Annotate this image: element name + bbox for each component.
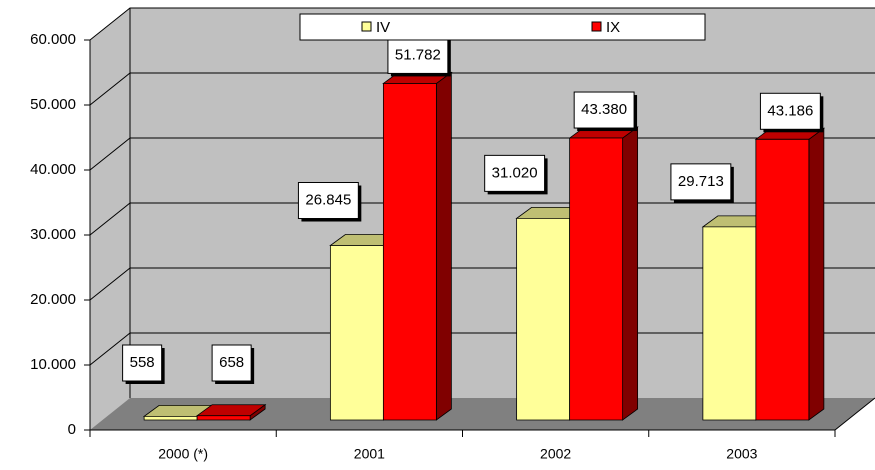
bar-front [516, 217, 571, 421]
value-label: 29.713 [678, 173, 724, 190]
value-label-box [211, 344, 252, 382]
bar [754, 127, 826, 421]
bar-side [622, 126, 639, 421]
y-tick-label: 20.000 [30, 291, 76, 308]
legend-swatch [591, 21, 602, 32]
bar-front [382, 83, 437, 421]
value-label-box [122, 344, 163, 382]
value-label-box [387, 36, 449, 74]
x-tick-label: 2003 [726, 446, 757, 462]
value-label-box [573, 91, 635, 129]
x-tick-label: 2001 [354, 446, 385, 462]
bar-front [755, 138, 810, 421]
bar-side [435, 71, 452, 421]
bar [195, 403, 267, 421]
value-label-box [670, 163, 732, 201]
value-label: 31.020 [492, 164, 538, 181]
bar-side [808, 127, 825, 421]
y-tick-label: 10.000 [30, 356, 76, 373]
value-label: 26.845 [305, 191, 351, 208]
bar-front [702, 226, 757, 421]
value-label: 558 [130, 354, 155, 371]
bar [568, 126, 639, 421]
floor-edge [834, 397, 875, 431]
y-tick-label: 60.000 [30, 31, 76, 48]
y-tick-label: 40.000 [30, 161, 76, 178]
bar-front [196, 415, 251, 421]
bar-front [143, 415, 198, 421]
legend-label: IV [376, 19, 390, 36]
value-label-box [759, 92, 821, 130]
value-label: 51.782 [395, 46, 441, 63]
legend-swatch [361, 21, 372, 32]
legend-label: IX [606, 19, 620, 36]
value-label: 43.380 [581, 101, 627, 118]
x-tick-label: 2000 (*) [158, 446, 208, 462]
value-label-box [484, 154, 546, 192]
floor [90, 398, 875, 430]
y-tick-label: 0 [68, 421, 76, 438]
value-label-box [297, 182, 359, 220]
bar [382, 71, 453, 421]
y-tick-label: 30.000 [30, 226, 76, 243]
value-label: 658 [219, 354, 244, 371]
y-tick-label: 50.000 [30, 96, 76, 113]
value-label: 43.186 [767, 102, 813, 119]
bar-front [569, 137, 624, 421]
x-tick-label: 2002 [540, 446, 571, 462]
legend [299, 13, 706, 41]
back-wall [90, 8, 875, 430]
bar-front [329, 245, 384, 421]
